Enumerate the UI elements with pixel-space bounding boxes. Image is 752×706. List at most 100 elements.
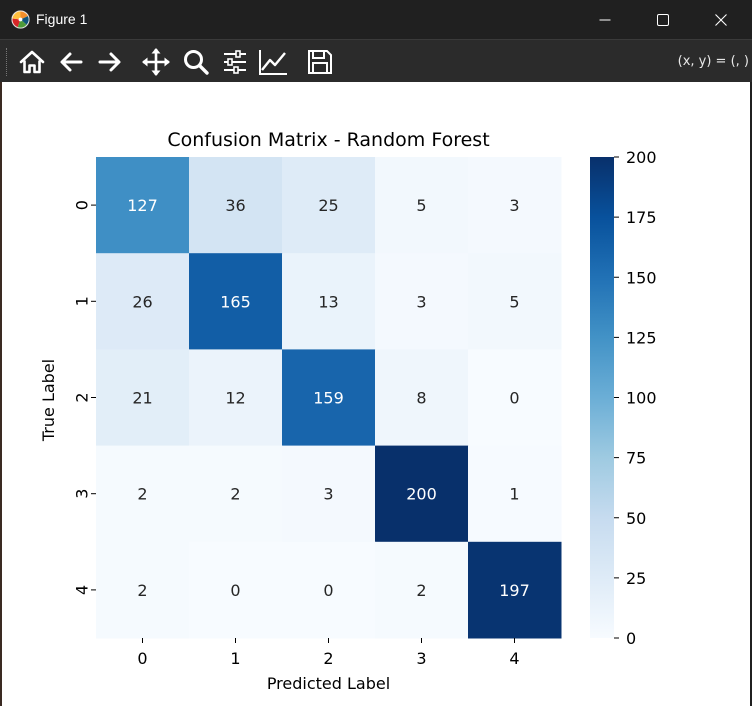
colorbar-tick-label: 25 xyxy=(626,569,646,588)
cell-value-label: 159 xyxy=(313,389,344,408)
x-tick-label: 2 xyxy=(323,649,333,668)
y-tick-label: 3 xyxy=(73,489,92,499)
y-tick-label: 2 xyxy=(73,392,92,402)
pan-button[interactable] xyxy=(140,46,172,78)
cell-value-label: 0 xyxy=(323,581,333,600)
colorbar-tick-label: 200 xyxy=(626,148,657,167)
save-button[interactable] xyxy=(304,46,336,78)
x-tick-label: 3 xyxy=(416,649,426,668)
colorbar-tick-label: 175 xyxy=(626,208,657,227)
cell-value-label: 2 xyxy=(416,581,426,600)
cell-value-label: 3 xyxy=(416,292,426,311)
edit-axis-button[interactable] xyxy=(257,46,289,78)
chart-title: Confusion Matrix - Random Forest xyxy=(167,129,489,151)
y-tick-label: 4 xyxy=(73,585,92,595)
pan-icon xyxy=(142,48,170,76)
heatmap-cell xyxy=(375,157,469,254)
navigation-toolbar: (x, y) = (, ) xyxy=(0,39,752,82)
heatmap-cell xyxy=(468,541,562,639)
heatmap-cell xyxy=(282,541,376,639)
heatmap-cell xyxy=(189,253,283,350)
close-icon xyxy=(715,13,727,26)
cell-value-label: 2 xyxy=(137,485,147,504)
x-tick-label: 0 xyxy=(137,649,147,668)
x-axis-label: Predicted Label xyxy=(267,674,390,693)
back-button[interactable] xyxy=(55,46,87,78)
heatmap-cell xyxy=(189,349,283,447)
cell-value-label: 5 xyxy=(416,196,426,215)
cell-value-label: 127 xyxy=(127,196,158,215)
home-icon xyxy=(19,50,45,74)
heatmap-cell xyxy=(282,157,376,254)
x-tick-label: 4 xyxy=(509,649,519,668)
minimize-icon xyxy=(599,19,611,20)
heatmap-cell xyxy=(468,253,562,350)
maximize-icon xyxy=(657,13,669,26)
y-tick-label: 1 xyxy=(73,296,92,306)
cell-value-label: 0 xyxy=(509,389,519,408)
close-button[interactable] xyxy=(692,0,750,39)
heatmap-cell xyxy=(468,445,562,543)
subplots-icon xyxy=(224,50,246,74)
colorbar-tick-label: 0 xyxy=(626,629,636,648)
figure-canvas[interactable]: Confusion Matrix - Random Forest 127 36 25… xyxy=(2,82,750,706)
heatmap-cell xyxy=(375,349,469,447)
subplots-button[interactable] xyxy=(219,46,251,78)
minimize-button[interactable] xyxy=(576,0,634,39)
forward-button[interactable] xyxy=(94,46,126,78)
cell-value-label: 21 xyxy=(132,389,152,408)
cell-value-label: 200 xyxy=(406,485,437,504)
toolbar-grip xyxy=(6,48,8,76)
y-axis-label: True Label xyxy=(39,359,58,442)
cell-value-label: 3 xyxy=(323,485,333,504)
colorbar-tick-label: 125 xyxy=(626,328,657,347)
heatmap-cell xyxy=(189,445,283,543)
cell-value-label: 12 xyxy=(225,389,245,408)
colorbar-tick-label: 50 xyxy=(626,509,646,528)
heatmap-cell xyxy=(189,157,283,254)
heatmap-cell xyxy=(96,253,190,350)
heatmap-cell xyxy=(282,445,376,543)
heatmap-cell xyxy=(468,349,562,447)
cell-value-label: 26 xyxy=(132,292,152,311)
cell-value-label: 0 xyxy=(230,581,240,600)
title-bar[interactable]: Figure 1 xyxy=(0,0,752,39)
cell-value-label: 197 xyxy=(499,581,530,600)
colorbar xyxy=(590,157,614,638)
cell-value-label: 3 xyxy=(509,196,519,215)
heatmap-cell xyxy=(375,541,469,639)
heatmap-cell xyxy=(468,157,562,254)
confusion-matrix-chart: Confusion Matrix - Random Forest 127 36 25… xyxy=(39,129,657,693)
cell-value-label: 165 xyxy=(220,292,251,311)
window-title: Figure 1 xyxy=(36,11,88,27)
cell-value-label: 1 xyxy=(509,485,519,504)
cell-value-label: 2 xyxy=(137,581,147,600)
cell-value-label: 2 xyxy=(230,485,240,504)
cursor-coordinates: (x, y) = (, ) xyxy=(677,54,749,69)
heatmap-cell xyxy=(189,541,283,639)
heatmap-cell xyxy=(96,541,190,639)
zoom-icon xyxy=(184,50,209,75)
maximize-button[interactable] xyxy=(634,0,692,39)
colorbar-tick-label: 150 xyxy=(626,268,657,287)
heatmap-cell xyxy=(282,349,376,447)
cell-value-label: 25 xyxy=(318,196,338,215)
back-arrow-icon xyxy=(60,52,83,72)
heatmap-cell xyxy=(375,253,469,350)
cell-value-label: 36 xyxy=(225,196,245,215)
heatmap-cell xyxy=(96,157,190,254)
colorbar-tick-label: 100 xyxy=(626,389,657,408)
save-icon xyxy=(308,50,332,74)
cell-value-label: 13 xyxy=(318,292,338,311)
heatmap-cell xyxy=(96,445,190,543)
home-button[interactable] xyxy=(16,46,48,78)
heatmap-cell xyxy=(96,349,190,447)
x-tick-label: 1 xyxy=(230,649,240,668)
edit-axis-icon xyxy=(259,50,287,75)
matplotlib-logo-icon xyxy=(11,10,30,29)
window-edge xyxy=(0,82,2,706)
y-tick-label: 0 xyxy=(73,200,92,210)
colorbar-tick-label: 75 xyxy=(626,449,646,468)
zoom-button[interactable] xyxy=(180,46,212,78)
